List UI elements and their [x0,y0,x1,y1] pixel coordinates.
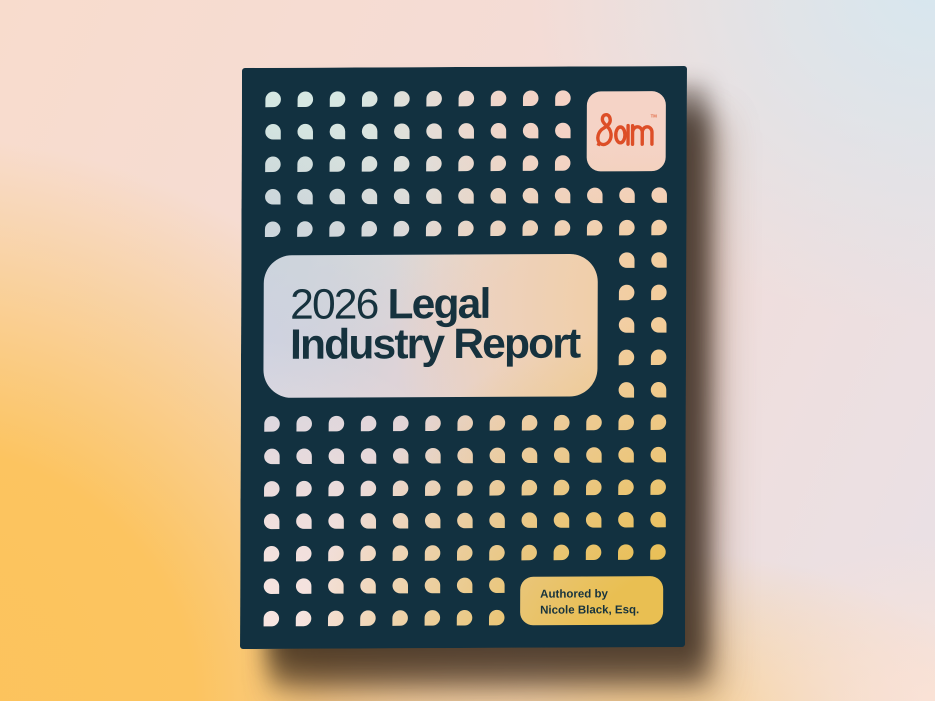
svg-text:TM: TM [651,113,658,118]
